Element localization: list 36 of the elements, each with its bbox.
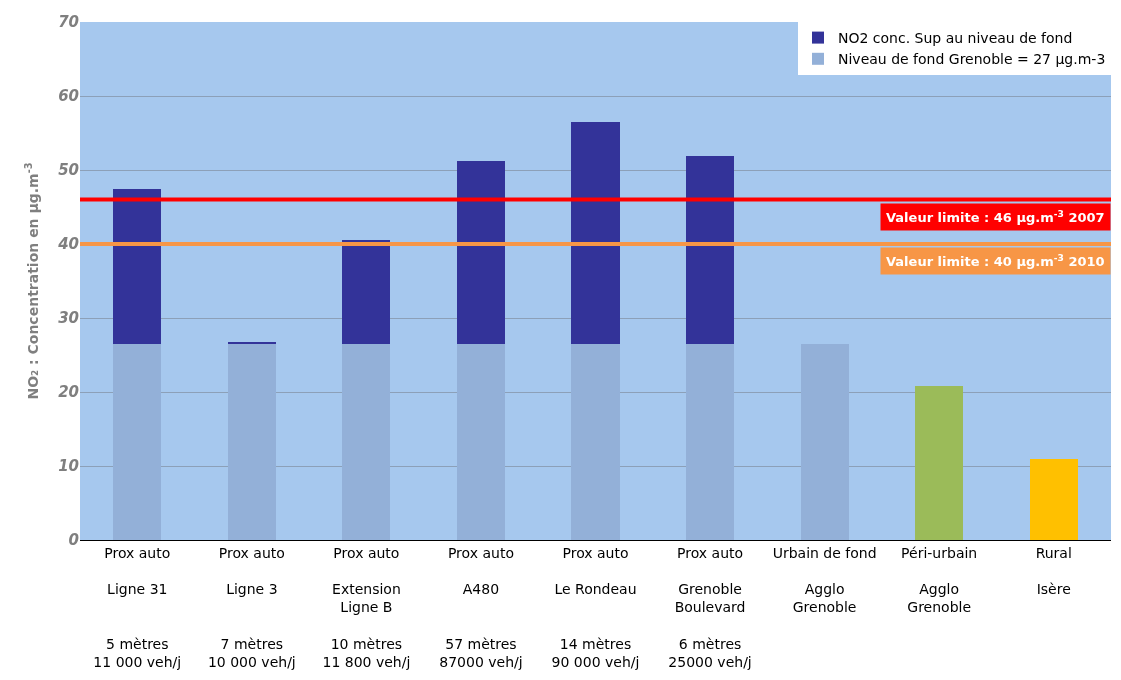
- category-label: Rural Isère: [1035, 544, 1072, 598]
- y-tick-label: 0: [68, 531, 79, 550]
- category-label: Prox auto Le Rondeau 14 mètres 90 000 veh/j: [551, 544, 640, 670]
- bar: [227, 341, 276, 344]
- category-label: Prox auto A480 57 mètres 87000 veh/j: [439, 544, 523, 670]
- bar: [800, 343, 849, 540]
- bar: [227, 343, 276, 540]
- category-label: Prox auto Ligne 31 5 mètres 11 000 veh/j: [93, 544, 182, 670]
- legend-label: Niveau de fond Grenoble = 27 µg.m-3: [838, 51, 1106, 68]
- bar: [915, 386, 964, 540]
- y-tick-label: 60: [58, 87, 79, 106]
- category-label: Prox auto Ligne 3 7 mètres 10 000 veh/j: [207, 544, 296, 670]
- bar: [456, 343, 505, 540]
- bar: [1029, 458, 1078, 540]
- legend-label: NO2 conc. Sup au niveau de fond: [838, 30, 1073, 47]
- bar: [342, 239, 391, 344]
- bar: [342, 343, 391, 540]
- y-tick-label: 70: [58, 13, 79, 32]
- y-tick-label: 30: [58, 309, 79, 328]
- bar: [456, 161, 505, 344]
- bar: [571, 343, 620, 540]
- bar: [686, 343, 735, 540]
- ref-line-label: Valeur limite : 46 µg.m$^{-3}$ 2007: [886, 209, 1105, 226]
- category-label: Péri-urbain Agglo Grenoble: [901, 544, 978, 616]
- category-label: Prox auto Grenoble Boulevard 6 mètres 25000 veh/j: [668, 544, 752, 670]
- ref-line-label: Valeur limite : 40 µg.m$^{-3}$ 2010: [886, 253, 1105, 270]
- bar: [686, 155, 735, 344]
- category-label: Prox auto Extension Ligne B 10 mètres 11 800 veh/j: [322, 544, 411, 670]
- y-tick-label: 20: [58, 383, 79, 402]
- bar: [571, 121, 620, 344]
- bar: [113, 343, 162, 540]
- y-tick-label: 40: [57, 235, 79, 254]
- y-tick-label: 50: [58, 161, 79, 180]
- bar: [113, 189, 162, 344]
- y-tick-label: 10: [58, 457, 79, 476]
- category-label: Urbain de fond Agglo Grenoble: [772, 544, 877, 616]
